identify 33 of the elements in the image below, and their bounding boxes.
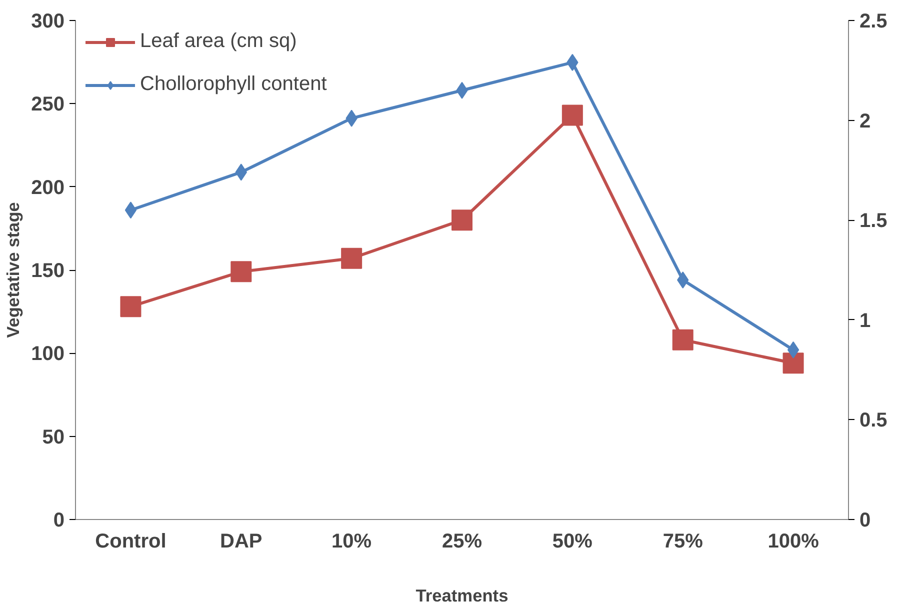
y-tick-label: 100 bbox=[31, 343, 65, 366]
y-tick-label: 200 bbox=[31, 176, 65, 199]
y-tick-label: 300 bbox=[31, 10, 65, 32]
point bbox=[120, 296, 142, 318]
y-tick-label: 0 bbox=[53, 510, 64, 532]
x-axis-title: Treatments bbox=[416, 586, 508, 606]
point bbox=[452, 210, 472, 231]
legend-label: Leaf area (cm sq) bbox=[140, 30, 297, 53]
point bbox=[124, 202, 137, 219]
x-tick-label: DAP bbox=[220, 530, 262, 552]
x-tick-label: Control bbox=[95, 530, 166, 552]
legend-label: Chollorophyll content bbox=[140, 73, 327, 96]
y2-tick-label: 1 bbox=[860, 310, 871, 332]
y-tick-label: 250 bbox=[31, 94, 65, 116]
point bbox=[672, 329, 694, 350]
point bbox=[230, 261, 252, 282]
y-tick-label: 50 bbox=[42, 426, 65, 448]
y2-tick-label: 2.5 bbox=[860, 10, 888, 32]
x-tick-label: 10% bbox=[332, 530, 372, 552]
point bbox=[787, 341, 800, 358]
x-tick-label: 75% bbox=[662, 530, 704, 552]
point bbox=[562, 104, 583, 126]
y2-tick-label: 0.5 bbox=[860, 410, 888, 432]
point bbox=[782, 352, 804, 374]
x-tick-label: 25% bbox=[442, 530, 482, 552]
point bbox=[341, 248, 362, 269]
y2-tick-label: 2 bbox=[860, 110, 871, 132]
y2-tick-label: 1.5 bbox=[860, 210, 888, 232]
y2-tick-label: 0 bbox=[860, 510, 871, 532]
x-tick-label: 100% bbox=[768, 530, 820, 552]
y-axis-title: Vegetative stage bbox=[3, 202, 24, 338]
y-tick-label: 150 bbox=[31, 260, 65, 282]
x-tick-label: 50% bbox=[552, 530, 593, 552]
